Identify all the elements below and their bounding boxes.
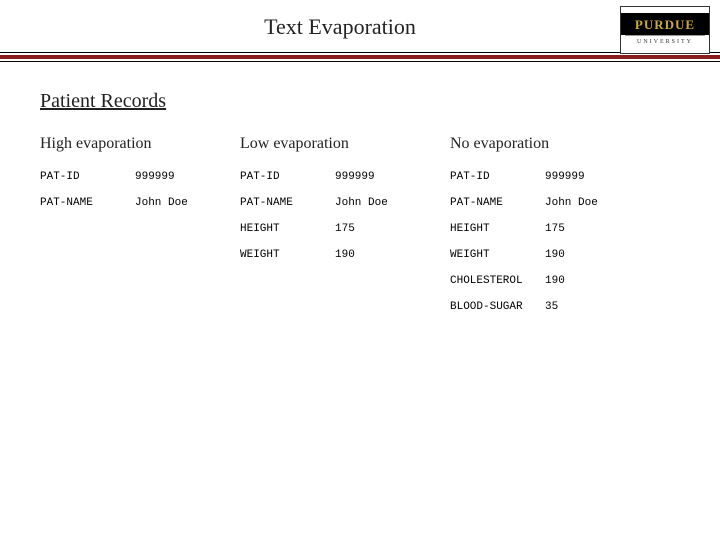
record-low: PAT-ID 999999 PAT-NAME John Doe HEIGHT 1… — [240, 171, 450, 261]
record-row: HEIGHT 175 — [240, 223, 450, 235]
record-label: BLOOD-SUGAR — [450, 301, 545, 313]
record-value: 999999 — [545, 171, 625, 183]
column-high: High evaporation PAT-ID 999999 PAT-NAME … — [40, 135, 240, 327]
record-row: CHOLESTEROL 190 — [450, 275, 660, 287]
record-label: PAT-NAME — [450, 197, 545, 209]
record-row: BLOOD-SUGAR 35 — [450, 301, 660, 313]
record-label: PAT-ID — [40, 171, 135, 183]
record-label: WEIGHT — [240, 249, 335, 261]
record-value: 999999 — [335, 171, 415, 183]
rule-thick — [0, 55, 720, 59]
record-value: John Doe — [135, 197, 215, 209]
record-value: 190 — [335, 249, 415, 261]
record-no: PAT-ID 999999 PAT-NAME John Doe HEIGHT 1… — [450, 171, 660, 313]
record-value: 35 — [545, 301, 625, 313]
section-title: Patient Records — [40, 90, 680, 113]
slide-title: Text Evaporation — [0, 14, 720, 40]
record-value: John Doe — [335, 197, 415, 209]
slide-header: Text Evaporation PURDUE UNIVERSITY — [0, 0, 720, 40]
record-row: PAT-NAME John Doe — [40, 197, 240, 209]
record-value: John Doe — [545, 197, 625, 209]
record-value: 175 — [545, 223, 625, 235]
column-low: Low evaporation PAT-ID 999999 PAT-NAME J… — [240, 135, 450, 327]
column-high-heading: High evaporation — [40, 135, 240, 153]
record-label: CHOLESTEROL — [450, 275, 545, 287]
record-row: PAT-ID 999999 — [240, 171, 450, 183]
content-area: Patient Records High evaporation PAT-ID … — [0, 62, 720, 327]
rule-thin-top — [0, 52, 720, 53]
column-low-heading: Low evaporation — [240, 135, 450, 153]
record-label: PAT-ID — [240, 171, 335, 183]
header-rules — [0, 52, 720, 62]
record-row: PAT-ID 999999 — [450, 171, 660, 183]
record-label: PAT-NAME — [40, 197, 135, 209]
column-no-heading: No evaporation — [450, 135, 660, 153]
record-row: PAT-ID 999999 — [40, 171, 240, 183]
logo-text-bottom: UNIVERSITY — [625, 35, 704, 47]
record-value: 175 — [335, 223, 415, 235]
record-value: 999999 — [135, 171, 215, 183]
record-row: PAT-NAME John Doe — [450, 197, 660, 209]
record-high: PAT-ID 999999 PAT-NAME John Doe — [40, 171, 240, 209]
record-row: PAT-NAME John Doe — [240, 197, 450, 209]
record-label: PAT-NAME — [240, 197, 335, 209]
record-label: WEIGHT — [450, 249, 545, 261]
record-label: HEIGHT — [240, 223, 335, 235]
record-row: WEIGHT 190 — [240, 249, 450, 261]
record-row: WEIGHT 190 — [450, 249, 660, 261]
record-row: HEIGHT 175 — [450, 223, 660, 235]
column-no: No evaporation PAT-ID 999999 PAT-NAME Jo… — [450, 135, 660, 327]
record-value: 190 — [545, 275, 625, 287]
record-value: 190 — [545, 249, 625, 261]
logo-text-top: PURDUE — [621, 13, 709, 35]
record-label: PAT-ID — [450, 171, 545, 183]
record-label: HEIGHT — [450, 223, 545, 235]
columns-wrapper: High evaporation PAT-ID 999999 PAT-NAME … — [40, 135, 680, 327]
purdue-logo: PURDUE UNIVERSITY — [620, 6, 710, 54]
